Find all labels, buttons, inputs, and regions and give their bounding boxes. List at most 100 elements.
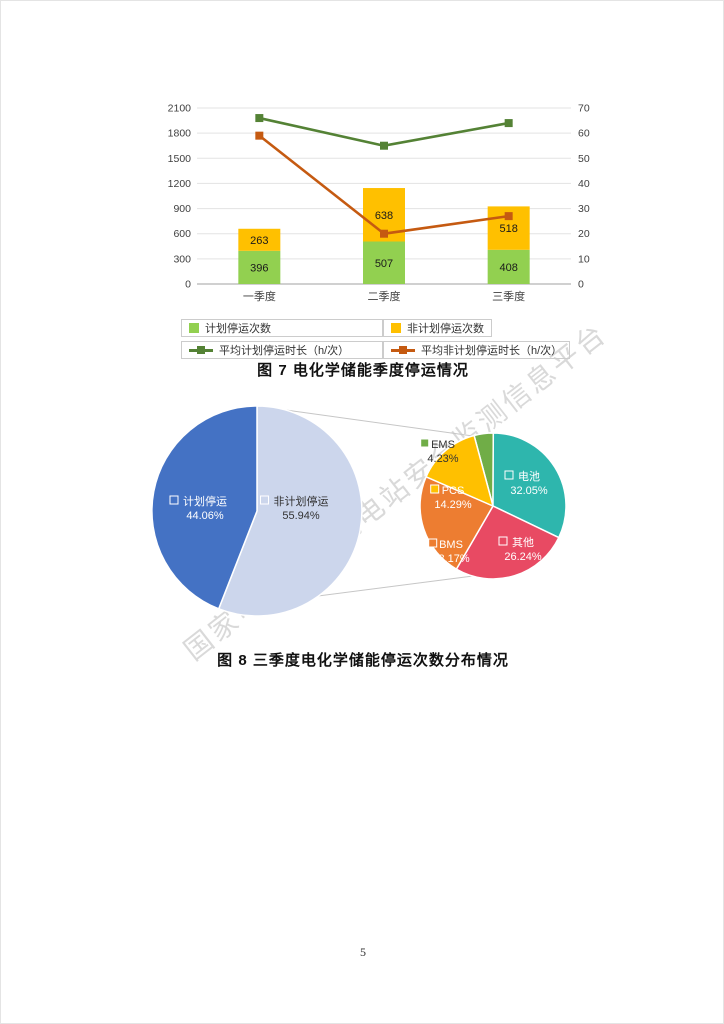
svg-text:396: 396 [250,262,268,274]
legend-row-2: 平均计划停运时长（h/次） 平均非计划停运时长（h/次） [181,341,611,359]
svg-text:1500: 1500 [168,153,192,165]
svg-text:30: 30 [578,203,590,215]
line-marker [255,131,264,140]
legend-label-planned-duration: 平均计划停运时长（h/次） [219,345,350,357]
svg-text:32.05%: 32.05% [510,485,548,497]
svg-text:26.24%: 26.24% [504,551,542,563]
legend-row-1: 计划停运次数 非计划停运次数 [181,319,611,337]
trend-line-1 [255,131,513,238]
figure7-combo-chart: 0 300 600 900 1200 1500 1800 2100 0 10 20 30 40 50 60 7… [168,103,590,304]
svg-text:1200: 1200 [168,178,192,190]
label-key-square [504,470,514,480]
label-key-square [420,438,430,448]
page-number: 5 [360,945,366,959]
unplanned-duration-line-swatch [391,346,415,354]
svg-text:23.17%: 23.17% [432,553,470,565]
line-marker [255,114,264,123]
planned-duration-marker [197,346,205,354]
unplanned-count-swatch [391,323,401,333]
bar-segment [363,241,405,284]
pie-label-PCS: PCS 14.29% [430,484,472,511]
pie-label-非计划停运: 非计划停运 55.94% [260,494,329,522]
svg-text:BMS: BMS [439,539,463,551]
svg-text:二季度: 二季度 [368,289,401,303]
line-marker [504,119,513,128]
legend-item-planned-count: 计划停运次数 [181,319,383,337]
pie-slice-PCS [425,434,495,508]
pie-slice-非计划停运 [217,405,363,617]
bar-segment [487,249,530,284]
line-marker [504,212,513,221]
pie-slice-计划停运 [151,405,258,610]
svg-text:0: 0 [185,279,191,291]
svg-text:50: 50 [578,153,590,165]
svg-text:非计划停运: 非计划停运 [274,494,329,508]
label-key-square [428,538,438,548]
pie-slice-其他 [455,505,560,580]
pie-slice-BMS [419,475,495,571]
svg-text:EMS: EMS [431,439,455,451]
svg-text:计划停运: 计划停运 [183,494,227,508]
left-axis-tick-labels: 0 300 600 900 1200 1500 1800 2100 [168,103,192,291]
svg-text:263: 263 [250,235,268,247]
svg-text:4.23%: 4.23% [427,453,458,465]
svg-text:14.29%: 14.29% [434,499,472,511]
trend-line-0 [255,114,513,150]
svg-text:70: 70 [578,103,590,115]
svg-text:638: 638 [375,210,393,222]
svg-text:60: 60 [578,128,590,140]
legend-label-unplanned-count: 非计划停运次数 [407,323,484,335]
label-key-square [169,495,179,505]
figure8-pie-of-pie-chart: 非计划停运 55.94% 计划停运 44.06% EMS 4.23% 电池 32.05% 其他 2… [151,405,567,617]
unplanned-duration-marker [399,346,407,354]
svg-text:518: 518 [499,223,517,235]
label-key-square [260,495,269,505]
legend-label-planned-count: 计划停运次数 [205,323,271,335]
figure7-caption: 图 7 电化学储能季度停运情况 [257,362,469,379]
pie-label-电池: 电池 32.05% [504,470,548,497]
legend-item-unplanned-count: 非计划停运次数 [383,319,492,337]
svg-text:其他: 其他 [512,536,534,549]
pie-label-其他: 其他 26.24% [498,536,542,563]
planned-count-swatch [189,323,199,333]
svg-text:一季度: 一季度 [243,289,276,303]
svg-text:2100: 2100 [168,103,192,115]
pie-label-EMS: EMS 4.23% [420,438,459,465]
bar-value-labels: 396 263 507 638 408 518 [250,210,518,275]
category-labels: 一季度 二季度 三季度 [243,289,525,303]
svg-text:三季度: 三季度 [492,289,525,303]
svg-text:507: 507 [375,258,393,270]
figure8-caption: 图 8 三季度电化学储能停运次数分布情况 [217,652,509,669]
label-key-square [430,484,440,494]
legend-item-planned-duration: 平均计划停运时长（h/次） [181,341,383,359]
svg-text:600: 600 [173,228,191,240]
label-key-square [498,536,508,546]
svg-text:20: 20 [578,228,590,240]
svg-text:10: 10 [578,253,590,265]
pie-label-计划停运: 计划停运 44.06% [169,494,227,522]
line-marker [380,141,388,150]
svg-text:55.94%: 55.94% [282,510,320,522]
primary-pie: 非计划停运 55.94% 计划停运 44.06% [151,405,363,617]
right-axis-tick-labels: 0 10 20 30 40 50 60 70 [578,103,590,291]
svg-text:0: 0 [578,279,584,291]
legend-item-unplanned-duration: 平均非计划停运时长（h/次） [383,341,571,359]
svg-text:1800: 1800 [168,128,192,140]
line-marker [380,229,388,238]
svg-text:900: 900 [173,203,191,215]
planned-duration-line-swatch [189,346,213,354]
svg-text:44.06%: 44.06% [186,510,224,522]
svg-text:40: 40 [578,178,590,190]
svg-text:408: 408 [499,262,517,274]
svg-text:PCS: PCS [442,485,465,497]
svg-text:300: 300 [173,253,191,265]
legend-label-unplanned-duration: 平均非计划停运时长（h/次） [421,345,563,357]
bar-segment [238,228,281,251]
pie-label-BMS: BMS 23.17% [428,538,470,565]
pie-slice-电池 [492,432,567,539]
secondary-pie: EMS 4.23% 电池 32.05% 其他 26.24% BMS 23.17% PCS 14.2… [419,432,567,580]
figure7-legend: 计划停运次数 非计划停运次数 平均计划停运时长（h/次） 平均非计划停运时长（h… [151,319,611,363]
bar-segment [238,250,281,284]
svg-text:电池: 电池 [518,470,540,483]
